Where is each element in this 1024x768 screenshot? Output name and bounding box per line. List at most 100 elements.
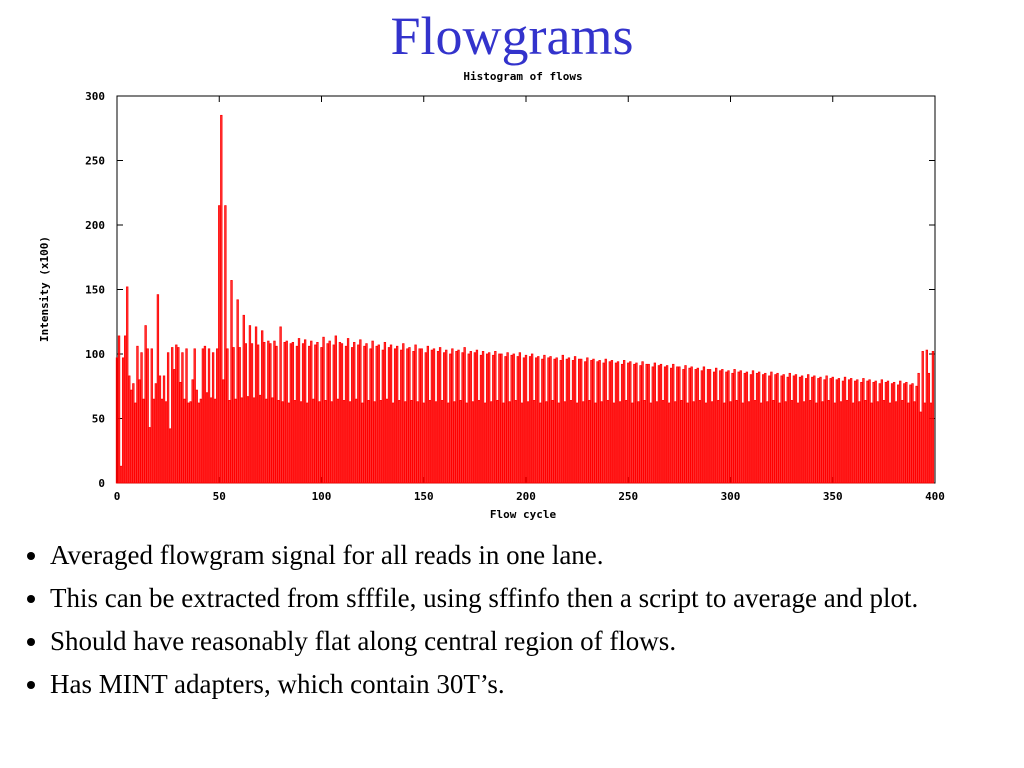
bar [874, 380, 877, 484]
bar [823, 379, 826, 484]
bar [535, 357, 538, 484]
bar [320, 347, 323, 484]
bar [179, 381, 182, 484]
bar [888, 402, 892, 484]
bar [743, 372, 746, 484]
bar [193, 348, 196, 484]
bar [533, 400, 536, 484]
bar [324, 400, 327, 484]
bar [490, 401, 493, 484]
bar [283, 341, 286, 484]
bar [475, 349, 479, 484]
bar [901, 400, 904, 484]
bar [224, 205, 227, 484]
bar [279, 326, 282, 484]
bar [140, 352, 143, 484]
bar [821, 401, 824, 484]
bar [389, 344, 393, 484]
bar [578, 358, 581, 484]
bar [815, 402, 818, 484]
bar [197, 402, 200, 484]
bar [173, 369, 176, 484]
bar [353, 341, 356, 484]
bar [496, 400, 499, 484]
bar [494, 351, 497, 484]
bar [252, 397, 256, 484]
bar [641, 361, 644, 484]
bar [209, 397, 213, 484]
bar [436, 351, 440, 484]
bullet: Has MINT adapters, which contain 30T’s. [50, 667, 950, 701]
bar [692, 401, 695, 484]
bar [813, 375, 816, 484]
bar [144, 325, 147, 484]
bar [381, 349, 385, 484]
bar [723, 402, 726, 484]
bar [248, 325, 252, 484]
bar [864, 400, 867, 484]
bar [755, 372, 759, 484]
bar [833, 402, 836, 484]
bar [171, 347, 174, 484]
bar [510, 354, 513, 484]
bar [289, 343, 292, 484]
bar [124, 335, 127, 484]
bar [600, 401, 603, 484]
bar [383, 341, 387, 484]
bar [465, 402, 468, 484]
bar [731, 372, 734, 484]
bar [342, 400, 346, 484]
bar [776, 372, 779, 484]
bar [310, 340, 313, 484]
bar [868, 379, 871, 484]
x-tick-label: 300 [721, 490, 741, 503]
bar [929, 402, 933, 484]
bar [905, 381, 908, 484]
bar [710, 401, 714, 484]
bar [469, 351, 472, 484]
bar [690, 366, 693, 484]
bar [377, 344, 380, 484]
bar [117, 335, 121, 484]
bar [872, 381, 875, 484]
bar [303, 339, 307, 484]
bar [402, 343, 405, 484]
bar [680, 400, 683, 484]
bar [483, 402, 487, 484]
bar [316, 341, 319, 484]
bar [651, 366, 654, 484]
bar [395, 345, 399, 484]
bar [637, 401, 640, 484]
bar [649, 402, 652, 484]
bar [351, 347, 354, 484]
bar [293, 400, 297, 484]
bar [228, 400, 231, 484]
bar [631, 402, 634, 484]
bar [782, 374, 785, 484]
bar [130, 389, 133, 484]
bar [453, 401, 456, 484]
bar [784, 401, 787, 484]
bar [166, 352, 170, 484]
bar [375, 345, 378, 484]
bar [737, 371, 740, 484]
bar [314, 344, 317, 484]
bar [796, 402, 800, 484]
bar [911, 383, 914, 484]
bar [794, 374, 798, 484]
bar [128, 375, 131, 484]
bar [674, 401, 677, 484]
bar [661, 400, 665, 484]
bar [398, 400, 401, 484]
bar [440, 400, 444, 484]
bar [502, 402, 505, 484]
y-tick-label: 50 [92, 413, 105, 426]
bar [553, 358, 556, 484]
bar [500, 353, 503, 484]
bar [134, 402, 137, 484]
bar [420, 348, 423, 484]
x-tick-label: 0 [114, 490, 121, 503]
bar [917, 372, 920, 484]
bar [919, 411, 922, 484]
